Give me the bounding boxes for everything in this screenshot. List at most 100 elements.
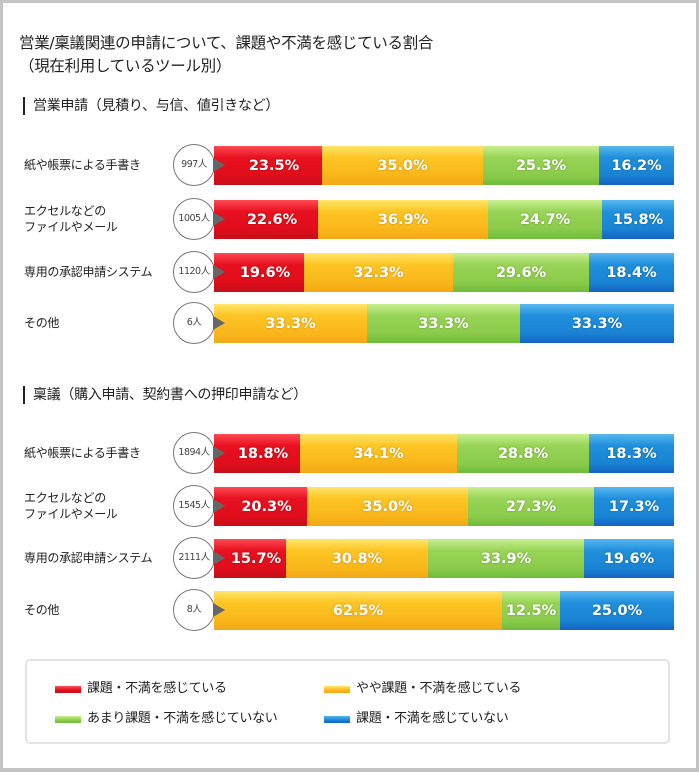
chart-title: 営業/稟議関連の申請について、課題や不満を感じている割合 （現在利用しているツー…: [19, 32, 433, 78]
seg-somewhat-dissatisfied: 30.8%: [286, 539, 428, 578]
seg-not-dissatisfied: 18.4%: [589, 253, 674, 292]
seg-value-label: 27.3%: [505, 498, 557, 515]
stacked-bar: 62.5% 12.5% 25.0%: [214, 591, 674, 630]
seg-dissatisfied: 23.5%: [214, 146, 322, 185]
seg-dissatisfied: 19.6%: [214, 253, 304, 292]
seg-not-very-dissatisfied: 28.8%: [457, 434, 589, 473]
chart-row: その他 62.5% 12.5% 25.0% 8人: [0, 589, 699, 631]
legend-item-not-very-dissatisfied: あまり課題・不満を感じていない: [55, 710, 278, 728]
legend-item-dissatisfied: 課題・不満を感じている: [55, 680, 227, 698]
seg-value-label: 18.3%: [606, 445, 657, 462]
chart-title-line2: （現在利用しているツール別）: [19, 57, 232, 75]
legend-swatch-yellow: [324, 685, 350, 693]
seg-value-label: 30.8%: [331, 550, 383, 567]
respondent-count-bubble: 1894人: [173, 432, 215, 474]
seg-value-label: 24.7%: [519, 211, 571, 228]
respondent-count-bubble: 1120人: [173, 251, 215, 293]
seg-value-label: 19.6%: [603, 550, 655, 567]
row-label: その他: [24, 316, 60, 330]
seg-not-very-dissatisfied: 27.3%: [468, 487, 594, 526]
seg-value-label: 36.9%: [377, 211, 429, 228]
seg-value-label: 20.3%: [241, 498, 292, 515]
seg-not-dissatisfied: 25.0%: [560, 591, 674, 630]
seg-value-label: 25.0%: [591, 602, 643, 619]
chart-row: 紙や帳票による手書き 18.8% 34.1% 28.8% 18.3% 1894人: [0, 432, 699, 474]
seg-dissatisfied: 20.3%: [214, 487, 307, 526]
seg-value-label: 32.3%: [353, 264, 404, 281]
seg-value-label: 34.1%: [353, 445, 404, 462]
pointer-arrow-icon: [213, 265, 225, 279]
pointer-arrow-icon: [213, 316, 225, 330]
legend-swatch-green: [55, 715, 81, 723]
stacked-bar: 15.7% 30.8% 33.9% 19.6%: [214, 539, 674, 578]
seg-value-label: 15.8%: [612, 211, 664, 228]
seg-value-label: 33.9%: [480, 550, 532, 567]
seg-value-label: 62.5%: [332, 602, 384, 619]
seg-somewhat-dissatisfied: 35.0%: [307, 487, 468, 526]
chart-row: 専用の承認申請システム 19.6% 32.3% 29.6% 18.4% 1120人: [0, 251, 699, 293]
seg-value-label: 18.4%: [606, 264, 657, 281]
seg-not-very-dissatisfied: 24.7%: [488, 200, 602, 239]
seg-value-label: 33.3%: [265, 315, 316, 332]
seg-not-dissatisfied: 16.2%: [599, 146, 674, 185]
seg-value-label: 35.0%: [362, 498, 413, 515]
seg-not-dissatisfied: 33.3%: [520, 304, 674, 343]
pointer-arrow-icon: [213, 446, 225, 460]
pointer-arrow-icon: [213, 212, 225, 226]
seg-value-label: 28.8%: [497, 445, 549, 462]
seg-value-label: 17.3%: [608, 498, 660, 515]
respondent-count-bubble: 2111人: [173, 537, 215, 579]
seg-not-very-dissatisfied: 12.5%: [502, 591, 560, 630]
respondent-count-bubble: 1545人: [173, 485, 215, 527]
seg-not-dissatisfied: 15.8%: [602, 200, 674, 239]
stacked-bar: 20.3% 35.0% 27.3% 17.3%: [214, 487, 674, 526]
row-label: エクセルなどの ファイルやメール: [24, 204, 118, 234]
seg-value-label: 33.3%: [571, 315, 623, 332]
seg-not-dissatisfied: 17.3%: [594, 487, 674, 526]
stacked-bar: 18.8% 34.1% 28.8% 18.3%: [214, 434, 674, 473]
seg-not-very-dissatisfied: 29.6%: [453, 253, 589, 292]
chart-row: エクセルなどの ファイルやメール 20.3% 35.0% 27.3% 17.3% 1545…: [0, 485, 699, 527]
seg-not-very-dissatisfied: 33.3%: [367, 304, 520, 343]
legend-label: やや課題・不満を感じている: [356, 681, 522, 696]
stacked-bar: 23.5% 35.0% 25.3% 16.2%: [214, 146, 674, 185]
respondent-count-bubble: 6人: [173, 302, 215, 344]
row-label: 紙や帳票による手書き: [24, 446, 141, 460]
seg-dissatisfied: 18.8%: [214, 434, 300, 473]
section-heading: 稟議（購入申請、契約書への押印申請など）: [23, 386, 307, 404]
respondent-count-bubble: 1005人: [173, 198, 215, 240]
chart-row: 紙や帳票による手書き 23.5% 35.0% 25.3% 16.2% 997人: [0, 144, 699, 186]
pointer-arrow-icon: [213, 158, 225, 172]
seg-value-label: 22.6%: [246, 211, 298, 228]
seg-value-label: 18.8%: [237, 445, 289, 462]
pointer-arrow-icon: [213, 603, 225, 617]
seg-somewhat-dissatisfied: 33.3%: [214, 304, 367, 343]
seg-value-label: 19.6%: [239, 264, 291, 281]
seg-not-dissatisfied: 18.3%: [589, 434, 674, 473]
seg-somewhat-dissatisfied: 35.0%: [322, 146, 483, 185]
chart-row: エクセルなどの ファイルやメール 22.6% 36.9% 24.7% 15.8% 1005…: [0, 198, 699, 240]
legend-label: 課題・不満を感じている: [87, 681, 227, 696]
seg-somewhat-dissatisfied: 62.5%: [214, 591, 502, 630]
stacked-bar: 22.6% 36.9% 24.7% 15.8%: [214, 200, 674, 239]
chart-row: その他 33.3% 33.3% 33.3% 6人: [0, 302, 699, 344]
legend-swatch-red: [55, 685, 81, 693]
seg-not-very-dissatisfied: 33.9%: [428, 539, 584, 578]
seg-dissatisfied: 15.7%: [214, 539, 286, 578]
section-heading: 営業申請（見積り、与信、値引きなど）: [23, 97, 279, 115]
seg-value-label: 16.2%: [611, 157, 662, 174]
legend-label: 課題・不満を感じていない: [356, 711, 509, 726]
seg-value-label: 15.7%: [230, 550, 282, 567]
stacked-bar: 19.6% 32.3% 29.6% 18.4%: [214, 253, 674, 292]
seg-somewhat-dissatisfied: 32.3%: [304, 253, 453, 292]
seg-value-label: 25.3%: [515, 157, 567, 174]
row-label: 専用の承認申請システム: [24, 551, 153, 565]
seg-somewhat-dissatisfied: 34.1%: [300, 434, 457, 473]
stacked-bar: 33.3% 33.3% 33.3%: [214, 304, 674, 343]
row-label: エクセルなどの ファイルやメール: [24, 491, 118, 521]
seg-dissatisfied: 22.6%: [214, 200, 318, 239]
seg-value-label: 23.5%: [248, 157, 300, 174]
legend-item-not-dissatisfied: 課題・不満を感じていない: [324, 710, 509, 728]
legend-swatch-blue: [324, 715, 350, 723]
row-label: 紙や帳票による手書き: [24, 158, 141, 172]
